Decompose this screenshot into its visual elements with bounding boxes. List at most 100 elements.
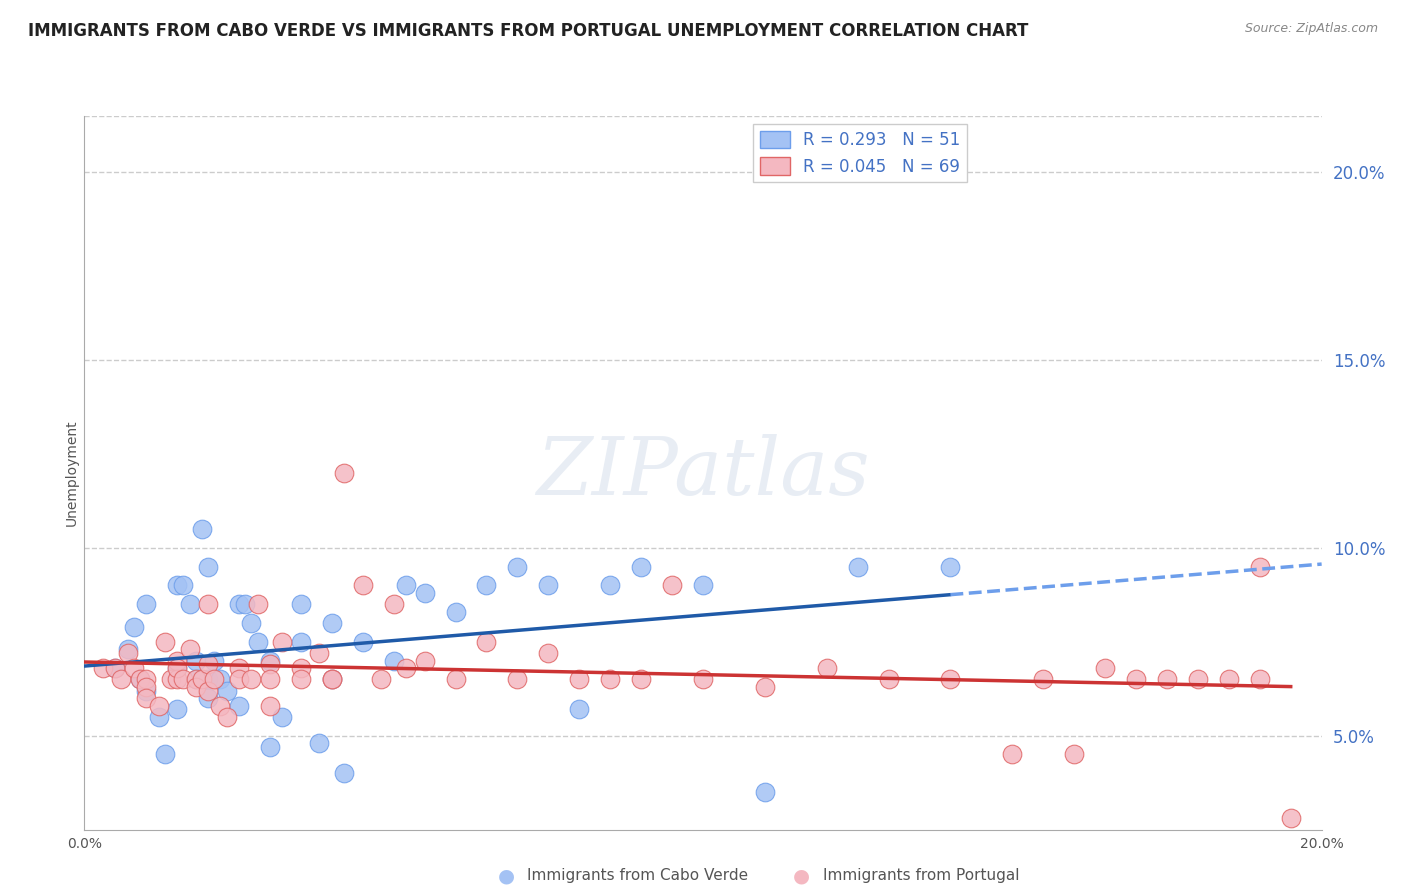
Point bbox=[166, 654, 188, 668]
Point bbox=[599, 578, 621, 592]
Point bbox=[184, 673, 207, 687]
Point bbox=[754, 785, 776, 799]
Point bbox=[91, 661, 114, 675]
Point bbox=[215, 683, 238, 698]
Point bbox=[259, 739, 281, 754]
Point bbox=[846, 559, 869, 574]
Point bbox=[135, 680, 157, 694]
Point bbox=[568, 702, 591, 716]
Point bbox=[153, 747, 176, 762]
Point bbox=[104, 661, 127, 675]
Point bbox=[413, 654, 436, 668]
Point bbox=[160, 673, 183, 687]
Point bbox=[271, 634, 294, 648]
Point bbox=[197, 691, 219, 706]
Point bbox=[444, 673, 467, 687]
Point bbox=[815, 661, 838, 675]
Point bbox=[506, 673, 529, 687]
Point bbox=[228, 661, 250, 675]
Point bbox=[630, 673, 652, 687]
Legend: R = 0.293   N = 51, R = 0.045   N = 69: R = 0.293 N = 51, R = 0.045 N = 69 bbox=[754, 124, 967, 182]
Point bbox=[352, 578, 374, 592]
Point bbox=[939, 559, 962, 574]
Point bbox=[1094, 661, 1116, 675]
Point bbox=[1279, 811, 1302, 825]
Point bbox=[290, 673, 312, 687]
Point bbox=[191, 673, 214, 687]
Point bbox=[271, 710, 294, 724]
Point bbox=[240, 673, 263, 687]
Point bbox=[661, 578, 683, 592]
Point bbox=[197, 657, 219, 672]
Point bbox=[228, 597, 250, 611]
Point bbox=[1249, 673, 1271, 687]
Point bbox=[197, 597, 219, 611]
Point bbox=[413, 586, 436, 600]
Y-axis label: Unemployment: Unemployment bbox=[65, 419, 79, 526]
Point bbox=[395, 661, 418, 675]
Point bbox=[1218, 673, 1240, 687]
Point bbox=[166, 702, 188, 716]
Point bbox=[148, 710, 170, 724]
Point bbox=[179, 597, 201, 611]
Point bbox=[117, 646, 139, 660]
Point bbox=[290, 661, 312, 675]
Point bbox=[233, 597, 256, 611]
Point bbox=[1063, 747, 1085, 762]
Point bbox=[129, 673, 152, 687]
Point bbox=[877, 673, 900, 687]
Point bbox=[135, 683, 157, 698]
Point bbox=[246, 597, 269, 611]
Point bbox=[184, 654, 207, 668]
Point bbox=[209, 698, 232, 713]
Point bbox=[599, 673, 621, 687]
Point bbox=[166, 661, 188, 675]
Point bbox=[1001, 747, 1024, 762]
Point bbox=[537, 646, 560, 660]
Point bbox=[166, 673, 188, 687]
Point bbox=[352, 634, 374, 648]
Point bbox=[475, 578, 498, 592]
Point bbox=[166, 578, 188, 592]
Text: Immigrants from Cabo Verde: Immigrants from Cabo Verde bbox=[527, 869, 748, 883]
Point bbox=[129, 673, 152, 687]
Point bbox=[321, 615, 343, 630]
Point bbox=[1249, 559, 1271, 574]
Point bbox=[1125, 673, 1147, 687]
Point bbox=[166, 661, 188, 675]
Point bbox=[290, 597, 312, 611]
Point bbox=[754, 680, 776, 694]
Point bbox=[308, 736, 330, 750]
Point bbox=[110, 673, 132, 687]
Text: ZIPatlas: ZIPatlas bbox=[536, 434, 870, 511]
Point bbox=[104, 661, 127, 675]
Point bbox=[228, 673, 250, 687]
Point bbox=[692, 578, 714, 592]
Point bbox=[1187, 673, 1209, 687]
Point bbox=[172, 673, 194, 687]
Point bbox=[537, 578, 560, 592]
Text: ●: ● bbox=[498, 866, 515, 886]
Point bbox=[228, 698, 250, 713]
Point bbox=[568, 673, 591, 687]
Point bbox=[259, 673, 281, 687]
Point bbox=[321, 673, 343, 687]
Point bbox=[444, 605, 467, 619]
Point bbox=[308, 646, 330, 660]
Point bbox=[172, 578, 194, 592]
Point bbox=[1032, 673, 1054, 687]
Point bbox=[630, 559, 652, 574]
Point bbox=[475, 634, 498, 648]
Text: IMMIGRANTS FROM CABO VERDE VS IMMIGRANTS FROM PORTUGAL UNEMPLOYMENT CORRELATION : IMMIGRANTS FROM CABO VERDE VS IMMIGRANTS… bbox=[28, 22, 1029, 40]
Point bbox=[122, 661, 145, 675]
Point bbox=[259, 657, 281, 672]
Point bbox=[321, 673, 343, 687]
Point bbox=[202, 673, 225, 687]
Point bbox=[506, 559, 529, 574]
Text: ●: ● bbox=[793, 866, 810, 886]
Point bbox=[122, 620, 145, 634]
Point bbox=[153, 634, 176, 648]
Point bbox=[692, 673, 714, 687]
Point bbox=[197, 673, 219, 687]
Point bbox=[179, 642, 201, 657]
